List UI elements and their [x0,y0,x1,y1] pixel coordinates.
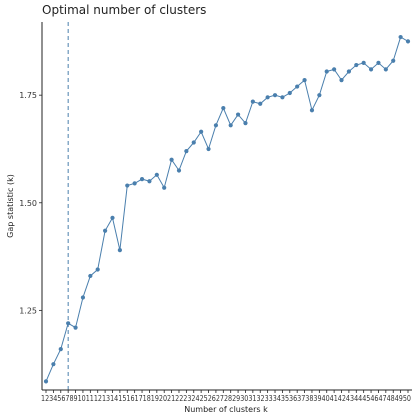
data-point-k2 [51,362,56,367]
data-point-k36 [302,78,307,83]
data-point-k37 [309,108,315,113]
series-line [45,36,409,382]
data-point-k7 [88,273,93,279]
y-tick-label: 1.75 [19,91,37,100]
data-point-k33 [280,95,285,100]
data-point-k39 [324,69,329,74]
data-point-k3 [58,347,63,352]
y-tick-label: 1.50 [19,199,37,208]
data-point-k9 [103,228,108,233]
data-point-k20 [184,149,189,154]
data-point-k21 [191,140,196,145]
data-point-k40 [332,67,337,72]
data-point-k43 [354,62,359,68]
plot-area [43,22,411,390]
data-point-k19 [176,168,182,173]
data-point-k6 [80,295,86,300]
data-point-k28 [243,121,248,126]
data-point-k17 [162,185,167,190]
data-point-k31 [265,95,270,100]
data-point-k30 [258,101,263,106]
data-point-k49 [398,34,403,40]
data-point-k5 [73,325,78,330]
data-point-k27 [235,112,241,117]
y-axis-label: Gap statistic (k) [6,174,15,238]
x-axis-label: Number of clusters k [184,405,268,414]
data-point-k48 [391,58,396,63]
data-point-k4 [66,321,71,326]
data-point-k26 [228,123,233,128]
y-axis-ticks: 1.25 1.50 1.75 [19,91,42,315]
data-point-k16 [154,172,159,177]
data-point-k15 [147,179,152,184]
chart-title: Optimal number of clusters [42,3,206,17]
data-point-k41 [339,78,344,83]
data-point-k45 [368,67,374,72]
data-point-k42 [346,69,351,74]
data-point-k24 [213,123,219,128]
data-point-k34 [287,90,292,96]
data-point-k1 [43,379,49,384]
data-point-k38 [317,93,322,98]
data-point-k12 [125,183,130,188]
data-point-k46 [376,60,381,65]
data-point-k50 [405,39,411,44]
x-axis-ticks [45,390,409,393]
data-point-k29 [250,99,255,104]
data-point-k22 [199,129,204,134]
data-point-k11 [117,248,122,253]
data-point-k10 [110,215,115,220]
data-point-k25 [221,105,226,111]
x-tick-labels: 1234567891011121314151617181920212223242… [41,394,411,403]
data-point-k32 [272,93,278,98]
data-point-k47 [383,67,388,72]
data-point-k44 [361,60,366,65]
data-point-k13 [132,181,137,186]
data-point-k14 [139,177,145,182]
data-point-k23 [206,146,211,152]
data-point-k8 [95,267,100,272]
data-point-k18 [169,157,174,162]
data-point-k35 [295,84,300,89]
series-points [43,34,411,384]
y-tick-label: 1.25 [19,306,37,315]
